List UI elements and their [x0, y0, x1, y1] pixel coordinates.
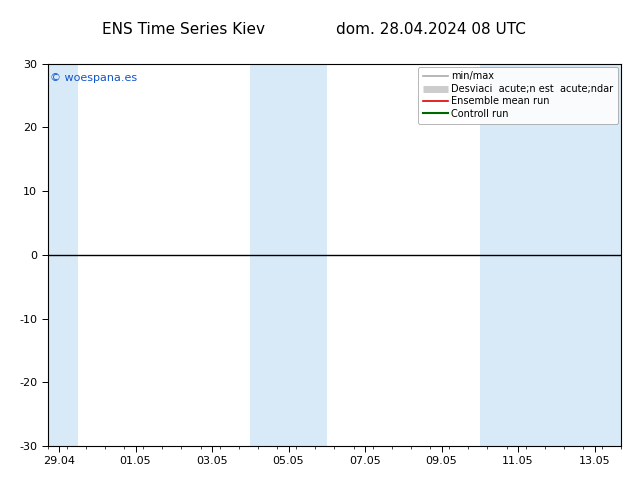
Bar [480, 64, 621, 446]
Text: © woespana.es: © woespana.es [51, 73, 138, 83]
Legend: min/max, Desviaci  acute;n est  acute;ndar, Ensemble mean run, Controll run: min/max, Desviaci acute;n est acute;ndar… [418, 67, 618, 123]
Text: ENS Time Series Kiev: ENS Time Series Kiev [102, 22, 266, 37]
Bar [48, 64, 78, 446]
Bar [250, 64, 327, 446]
Text: dom. 28.04.2024 08 UTC: dom. 28.04.2024 08 UTC [336, 22, 526, 37]
